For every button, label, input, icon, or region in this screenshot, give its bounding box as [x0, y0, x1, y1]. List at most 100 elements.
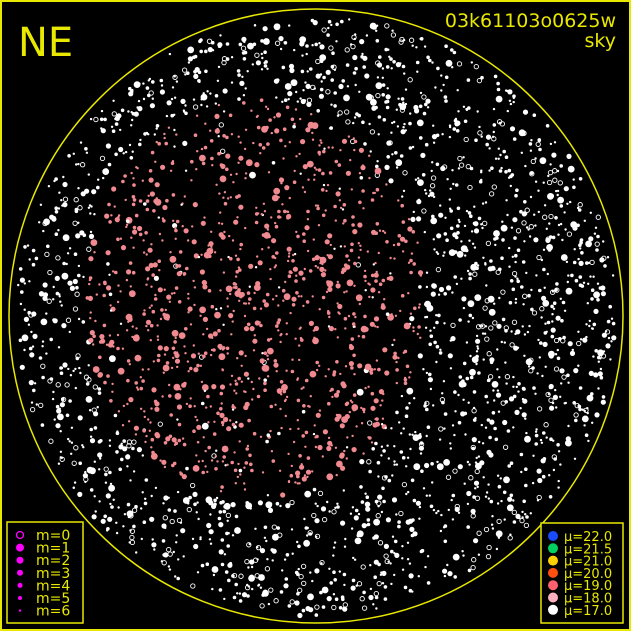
- star: [221, 56, 228, 62]
- star: [187, 297, 190, 300]
- star: [384, 23, 390, 29]
- star: [486, 544, 492, 551]
- star: [440, 74, 443, 77]
- star: [594, 412, 600, 418]
- star: [377, 133, 380, 136]
- star: [180, 528, 186, 534]
- star: [371, 447, 376, 451]
- star: [432, 508, 436, 512]
- star: [565, 287, 573, 295]
- star: [331, 395, 334, 399]
- star: [583, 219, 586, 222]
- star: [542, 214, 548, 220]
- star: [79, 371, 82, 375]
- star: [351, 215, 355, 219]
- star: [429, 504, 434, 509]
- star: [143, 410, 146, 413]
- star: [274, 128, 280, 134]
- star: [38, 356, 43, 360]
- star: [319, 559, 325, 566]
- star: [74, 209, 79, 214]
- star: [298, 358, 301, 362]
- star: [594, 349, 598, 353]
- star: [491, 411, 496, 415]
- star: [115, 521, 118, 524]
- star: [371, 296, 374, 299]
- star: [155, 140, 158, 144]
- star: [470, 508, 476, 514]
- star: [305, 83, 311, 89]
- star: [254, 573, 260, 579]
- star: [291, 358, 294, 361]
- star: [449, 367, 453, 370]
- star: [381, 486, 385, 491]
- star: [174, 358, 181, 364]
- star: [132, 246, 135, 249]
- star: [211, 587, 214, 591]
- star: [305, 127, 311, 133]
- star: [376, 62, 383, 68]
- star: [573, 368, 579, 374]
- star: [318, 364, 321, 367]
- star: [366, 518, 371, 522]
- star: [161, 239, 164, 242]
- star: [243, 326, 250, 332]
- legend-label: m=1: [36, 541, 70, 557]
- star: [291, 552, 294, 555]
- star: [104, 472, 108, 477]
- star: [271, 254, 276, 259]
- star: [126, 219, 130, 224]
- star: [362, 410, 366, 414]
- star: [484, 336, 490, 342]
- star: [381, 582, 385, 585]
- star: [290, 79, 298, 87]
- star: [402, 427, 405, 430]
- star: [449, 447, 452, 450]
- star: [89, 427, 93, 432]
- star: [139, 407, 143, 410]
- star: [259, 307, 263, 310]
- star: [315, 535, 318, 538]
- star: [355, 584, 358, 587]
- star: [604, 330, 608, 333]
- star: [485, 142, 490, 147]
- star: [442, 526, 446, 529]
- star: [293, 169, 296, 173]
- star: [92, 334, 96, 339]
- star: [358, 172, 362, 175]
- star: [399, 236, 406, 242]
- star: [395, 62, 401, 68]
- star: [269, 337, 273, 341]
- star: [148, 306, 151, 309]
- star: [293, 252, 297, 256]
- star: [395, 166, 399, 169]
- star: [491, 515, 494, 518]
- star: [411, 230, 416, 234]
- star: [147, 194, 150, 197]
- star: [448, 198, 451, 201]
- star: [269, 429, 272, 433]
- star: [502, 444, 509, 450]
- star: [302, 232, 306, 236]
- star: [448, 135, 452, 139]
- star: [261, 248, 264, 251]
- star: [489, 360, 494, 365]
- star: [397, 356, 400, 360]
- star: [414, 178, 418, 181]
- star: [311, 470, 314, 473]
- star: [150, 243, 153, 246]
- star: [376, 160, 379, 163]
- star: [367, 420, 373, 426]
- star: [398, 39, 404, 45]
- star: [305, 469, 312, 475]
- star: [288, 24, 291, 27]
- star: [184, 104, 187, 107]
- star: [31, 262, 36, 267]
- star: [254, 212, 259, 216]
- star: [468, 239, 471, 242]
- star: [212, 331, 218, 337]
- star: [589, 275, 592, 278]
- star: [115, 450, 119, 454]
- star: [476, 77, 483, 84]
- star: [21, 334, 29, 342]
